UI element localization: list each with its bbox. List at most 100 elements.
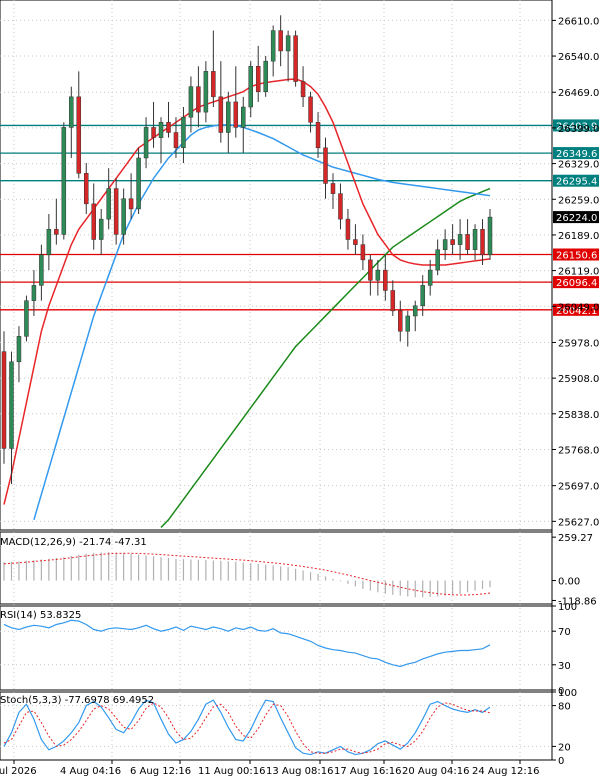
candle[interactable] [203, 61, 209, 123]
candle-body [480, 229, 485, 256]
candle-body [158, 122, 164, 138]
candle[interactable] [1, 331, 7, 464]
candle[interactable] [188, 76, 194, 133]
candle[interactable] [420, 275, 425, 316]
candle[interactable] [69, 86, 74, 158]
candle[interactable] [143, 117, 149, 169]
candle[interactable] [263, 56, 268, 97]
candle-body [203, 71, 209, 113]
candle[interactable] [16, 326, 22, 383]
candle[interactable] [136, 147, 141, 215]
pane-tick-label: 30 [558, 661, 571, 672]
candle[interactable] [315, 112, 321, 158]
time-axis: 30 Jul 2026 4 Aug 04:16 6 Aug 12:16 11 Aug … [0, 760, 539, 777]
candle[interactable] [98, 208, 104, 255]
candle[interactable] [218, 61, 224, 143]
candle[interactable] [83, 163, 89, 215]
candle[interactable] [166, 101, 171, 138]
candle[interactable] [241, 96, 246, 153]
candle[interactable] [128, 173, 134, 220]
candle[interactable] [158, 117, 164, 164]
time-label: 30 Jul 2026 [0, 766, 37, 777]
candle[interactable] [383, 254, 388, 301]
candle[interactable] [427, 259, 433, 296]
candle[interactable] [121, 188, 126, 245]
horizontal-levels[interactable]: 26403.9 26349.6 26295.4 26150.6 26096.4 26042… [0, 119, 599, 317]
candle[interactable] [91, 183, 96, 250]
candles[interactable] [1, 15, 493, 485]
candle[interactable] [255, 45, 261, 102]
candle-body [465, 234, 470, 250]
candle[interactable] [24, 295, 29, 342]
candle-body [31, 285, 37, 301]
candle-body [181, 116, 186, 149]
candle[interactable] [368, 254, 373, 296]
candle[interactable] [345, 208, 351, 250]
candle-body [278, 30, 283, 52]
candle-body [106, 188, 111, 220]
candle-body [39, 254, 44, 286]
candle-body [151, 127, 156, 138]
candle-body [188, 86, 194, 118]
candle[interactable] [181, 107, 186, 164]
candle[interactable] [398, 300, 403, 342]
candle[interactable] [457, 219, 463, 260]
candle[interactable] [375, 259, 381, 296]
candle[interactable] [412, 300, 418, 332]
candle[interactable] [435, 239, 440, 276]
candle[interactable] [113, 178, 119, 245]
candle[interactable] [151, 101, 156, 148]
candle[interactable] [46, 214, 52, 271]
candle[interactable] [270, 25, 276, 77]
candle[interactable] [278, 15, 283, 67]
candle[interactable] [442, 229, 448, 260]
candle-body [398, 310, 403, 332]
candle[interactable] [76, 71, 82, 179]
candle-body [308, 96, 313, 123]
candle-body [1, 351, 7, 449]
candle[interactable] [338, 183, 343, 230]
candle[interactable] [353, 224, 358, 255]
candle[interactable] [487, 208, 493, 260]
candle[interactable] [196, 66, 201, 128]
candle[interactable] [293, 30, 298, 87]
candle[interactable] [39, 244, 44, 301]
candle[interactable] [480, 219, 485, 265]
candle-body [487, 216, 493, 256]
candle[interactable] [61, 122, 67, 240]
candle-body [143, 127, 149, 159]
level-label: 26349.6 [556, 149, 597, 160]
candle[interactable] [173, 117, 179, 158]
candle[interactable] [360, 234, 366, 271]
price-tick-label: 26540.0 [558, 52, 599, 63]
candle[interactable] [472, 224, 478, 260]
ma-fast-line [3, 78, 491, 505]
candle[interactable] [465, 219, 470, 255]
candle[interactable] [226, 91, 231, 153]
candle[interactable] [390, 280, 396, 316]
candle-body [196, 86, 201, 113]
candle[interactable] [31, 270, 37, 316]
grid [0, 0, 553, 761]
candle-body [121, 198, 126, 235]
candle[interactable] [211, 30, 216, 108]
candle[interactable] [233, 66, 239, 138]
candle[interactable] [330, 173, 336, 209]
level-label: 26042.1 [556, 306, 597, 317]
candle[interactable] [54, 198, 59, 245]
candle[interactable] [106, 168, 111, 230]
candle[interactable] [9, 351, 14, 485]
candle[interactable] [405, 310, 411, 347]
candle[interactable] [323, 137, 328, 199]
level-label: 26295.4 [556, 177, 597, 188]
candle[interactable] [308, 91, 313, 133]
candle-body [300, 81, 306, 98]
candle[interactable] [285, 30, 291, 82]
candle[interactable] [248, 61, 253, 118]
candle-body [136, 157, 141, 210]
candle-body [173, 132, 179, 149]
candle[interactable] [300, 66, 306, 108]
candle[interactable] [450, 224, 455, 255]
candle-body [442, 239, 448, 250]
